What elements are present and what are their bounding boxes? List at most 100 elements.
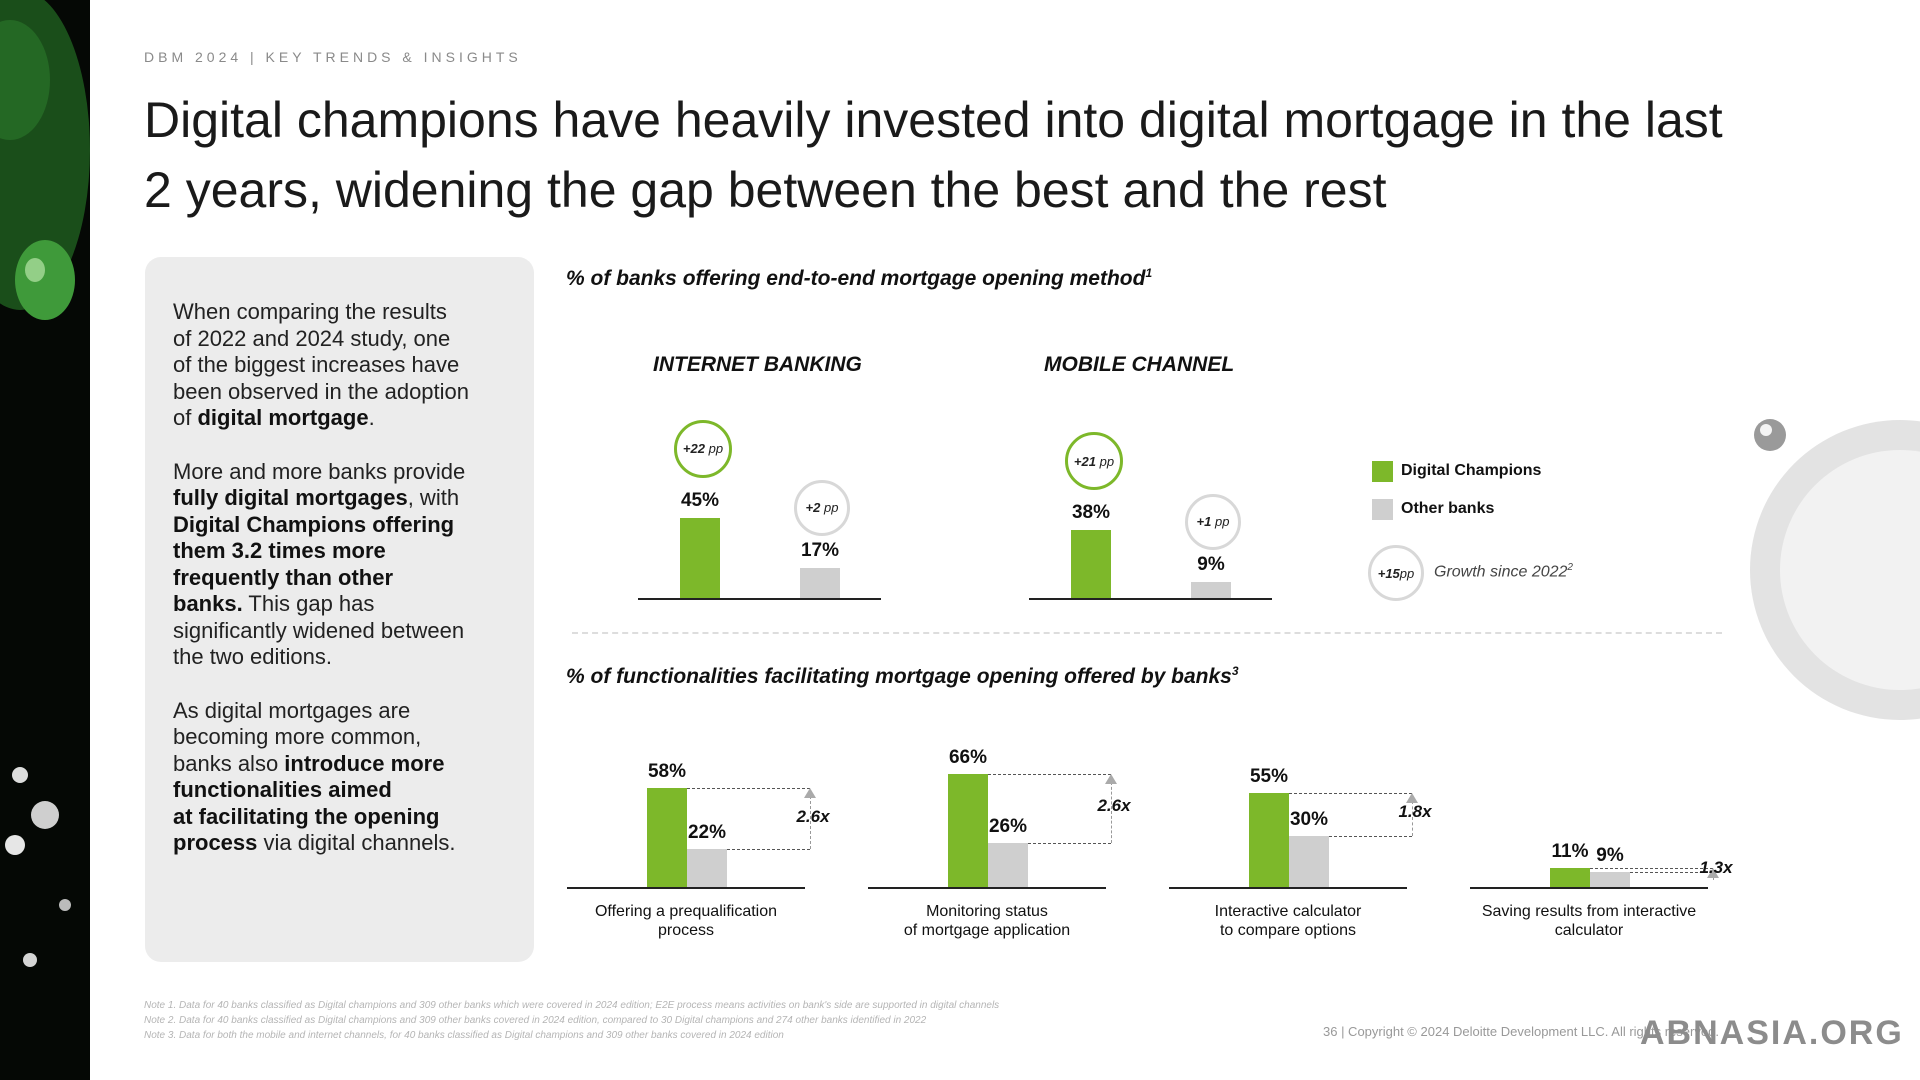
chart-2-value-label-category-1-other-banks: 22% (687, 822, 727, 844)
chart-2-bar-category-4-digital-champions (1550, 868, 1590, 887)
chart-2-bar-category-3-digital-champions (1249, 792, 1289, 887)
chart-1-bar-mobile-channel-other-banks (1191, 581, 1231, 598)
chart-2-guide-top-category-3 (1289, 792, 1412, 794)
decorative-leaf-icon (0, 0, 90, 967)
page-title-line-2: 2 years, widening the gap between the be… (144, 162, 1387, 218)
chart-2-category-label-category-2: Monitoring status of mortgage application (857, 902, 1117, 940)
growth-badge-value: +21 (1073, 453, 1096, 469)
chart-2-guide-vertical-category-2 (1111, 782, 1112, 843)
chart-2-category-label-category-4: Saving results from interactive calculato… (1459, 902, 1719, 940)
summary-panel (145, 257, 534, 962)
chart-2-category-label-category-1: Offering a prequalification process (556, 902, 816, 940)
summary-paragraph-1: When comparing the results of 2022 and 2… (173, 299, 493, 432)
chart-1-title-footnote: 1 (1145, 266, 1153, 280)
section-divider (572, 632, 1722, 634)
chart-2-baseline-category-2 (868, 887, 1106, 889)
growth-badge-unit: pp (820, 500, 839, 516)
chart-1-value-label-mobile-channel-other-banks: 9% (1197, 553, 1225, 575)
summary-text: When comparing the results of 2022 and 2… (173, 299, 493, 884)
chart-1-value-label-internet-banking-other-banks: 17% (800, 539, 840, 561)
summary-text-bold: frequently than other (173, 564, 394, 590)
chart-1-title-text: % of banks offering end-to-end mortgage … (566, 267, 1146, 290)
chart-2-guide-vertical-category-3 (1412, 800, 1413, 836)
summary-text-bold: at facilitating the opening (173, 803, 440, 829)
summary-text-line: becoming more common, (173, 724, 422, 749)
chart-2-arrow-icon-category-3 (1406, 792, 1418, 803)
legend-growth-label-text: Growth since 2022 (1434, 563, 1568, 581)
watermark-text: ABNASIA.ORG (1640, 1014, 1904, 1052)
growth-badge-value: +2 (805, 500, 821, 516)
chart-2-bar-category-3-other-banks (1289, 835, 1329, 887)
chart-1-bar-internet-banking-digital-champions (680, 517, 720, 598)
growth-badge-text: +1 pp (1197, 514, 1230, 529)
legend-growth-badge: +15pp (1368, 545, 1424, 601)
decorative-sphere-icon (1750, 419, 1920, 720)
chart-1-bar-mobile-channel-digital-champions (1071, 530, 1111, 598)
chart-1-growth-badge-mobile-channel-other-banks: +1 pp (1185, 493, 1241, 550)
summary-text-line: banks also (173, 750, 285, 776)
summary-text-line: . (368, 405, 375, 430)
summary-text-line: of 2022 and 2024 study, one (173, 325, 451, 351)
chart-2-bar-category-2-digital-champions (948, 774, 988, 887)
chart-2-arrow-icon-category-2 (1105, 774, 1117, 785)
chart-2-arrow-icon-category-1 (804, 787, 816, 798)
growth-badge-text: +2 pp (806, 500, 839, 515)
chart-2-guide-top-category-1 (687, 787, 810, 789)
page-title-line-1: Digital champions have heavily invested … (144, 92, 1723, 148)
page-title: Digital champions have heavily invested … (144, 85, 1744, 225)
summary-text-line: of (173, 405, 198, 430)
legend-label-digital-champions: Digital Champions (1401, 462, 1542, 479)
summary-text-line: of the biggest increases have (173, 352, 460, 377)
summary-text-bold: digital mortgage (197, 405, 369, 430)
chart-2-category-label-line: Monitoring status (926, 903, 1048, 920)
decorative-side-image (0, 0, 90, 1080)
chart-1-group-title-mobile-channel: MOBILE CHANNEL (1044, 353, 1235, 376)
chart-2-guide-bottom-category-2 (1028, 842, 1111, 844)
chart-2-guide-bottom-category-3 (1329, 835, 1412, 837)
chart-2-guide-vertical-category-4 (1713, 876, 1714, 881)
legend-growth-value: +15 (1377, 565, 1400, 581)
summary-text-line: significantly widened between (173, 617, 465, 643)
chart-2-guide-top-category-2 (988, 774, 1111, 776)
footnote-3: Note 3. Data for both the mobile and int… (144, 1030, 784, 1041)
summary-text-bold: Digital Champions offering (173, 511, 455, 537)
legend-growth-badge-text: +15pp (1378, 566, 1415, 581)
chart-2-category-label-line: to compare options (1219, 922, 1357, 939)
chart-1-value-label-internet-banking-digital-champions: 45% (680, 489, 720, 511)
summary-text-line: been observed in the adoption (173, 378, 470, 404)
summary-text-bold: banks. (173, 591, 243, 616)
summary-text-bold: them 3.2 times more (173, 538, 386, 563)
summary-paragraph-3: As digital mortgages are becoming more c… (173, 698, 493, 857)
report-header-label: DBM 2024 | KEY TRENDS & INSIGHTS (144, 49, 522, 65)
summary-text-line: the two editions. (173, 644, 332, 669)
chart-2-value-label-category-2-digital-champions: 66% (948, 747, 988, 769)
chart-2-value-label-category-1-digital-champions: 58% (647, 760, 687, 782)
summary-text-line: This gap has (242, 591, 375, 616)
chart-2-multiple-label-category-3: 1.8x (1398, 802, 1432, 822)
chart-2-value-label-category-2-other-banks: 26% (988, 815, 1028, 837)
chart-1-title: % of banks offering end-to-end mortgage … (566, 266, 1152, 291)
footnotes: Note 1. Data for 40 banks classified as … (144, 998, 999, 1043)
legend-swatch-other-banks (1372, 499, 1393, 520)
chart-2-multiple-label-category-2: 2.6x (1097, 796, 1131, 816)
growth-badge-unit: pp (704, 441, 724, 457)
growth-badge-unit: pp (1211, 514, 1230, 530)
chart-2-value-label-category-4-other-banks: 9% (1596, 844, 1624, 866)
chart-2-baseline-category-4 (1470, 887, 1708, 889)
footnote-2: Note 2. Data for 40 banks classified as … (144, 1015, 927, 1026)
growth-badge-text: +22 pp (683, 441, 723, 456)
chart-2-value-label-category-3-other-banks: 30% (1289, 808, 1329, 830)
chart-1-value-label-mobile-channel-digital-champions: 38% (1071, 502, 1111, 524)
legend-growth-label: Growth since 20222 (1434, 562, 1573, 581)
chart-2-value-label-category-3-digital-champions: 55% (1249, 765, 1289, 787)
chart-2-bar-category-1-other-banks (687, 849, 727, 887)
chart-2-category-label-line: process (657, 922, 715, 939)
chart-2-multiple-label-category-1: 2.6x (796, 806, 830, 826)
summary-text-line: When comparing the results (173, 299, 447, 324)
growth-badge-unit: pp (1095, 453, 1115, 469)
chart-1-baseline-internet-banking (638, 598, 881, 600)
growth-badge-text: +21 pp (1074, 454, 1114, 469)
chart-2-bar-category-1-digital-champions (647, 787, 687, 887)
footnote-1: Note 1. Data for 40 banks classified as … (144, 1000, 1000, 1011)
decorative-sphere-image (1700, 380, 1920, 750)
